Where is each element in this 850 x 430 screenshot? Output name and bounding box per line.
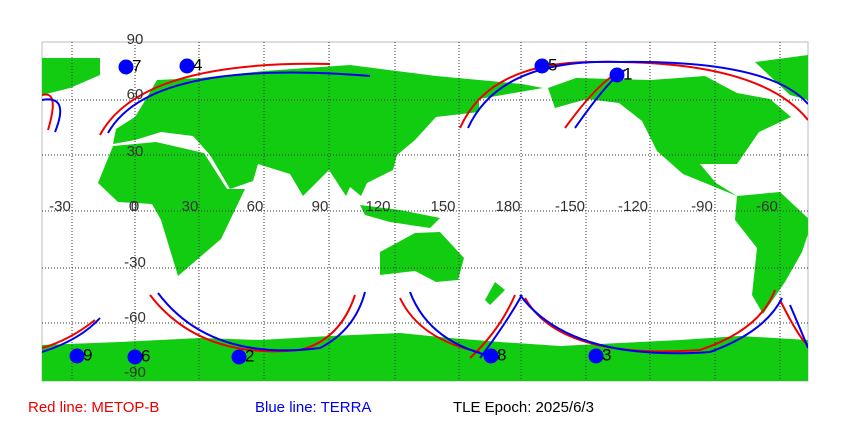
land <box>42 55 808 381</box>
lon-label: 150 <box>430 198 455 215</box>
markers: 1 2 3 4 5 6 7 8 9 <box>69 55 632 365</box>
satellite-marker <box>534 58 550 74</box>
lon-label: 30 <box>182 198 199 215</box>
marker-label: 2 <box>245 346 254 365</box>
marker-label: 1 <box>623 64 632 83</box>
marker-label: 7 <box>132 56 141 75</box>
lon-label: -30 <box>49 198 71 215</box>
legend-blue: Blue line: TERRA <box>255 399 371 416</box>
lon-label: 60 <box>247 198 264 215</box>
lon-label: 120 <box>365 198 390 215</box>
lon-label: 180 <box>495 198 520 215</box>
satellite-marker <box>588 348 604 364</box>
lat-label: -30 <box>124 254 146 271</box>
marker-label: 8 <box>497 345 506 364</box>
lat-label: 60 <box>127 86 144 103</box>
lon-label: -150 <box>555 198 585 215</box>
legend-red: Red line: METOP-B <box>28 399 159 416</box>
satellite-marker <box>179 58 195 74</box>
marker-label: 5 <box>548 55 557 74</box>
satellite-marker <box>483 348 499 364</box>
marker-label: 6 <box>141 346 150 365</box>
lat-label: -90 <box>124 364 146 381</box>
lat-label: -60 <box>124 309 146 326</box>
lat-label: 90 <box>127 31 144 48</box>
marker-label: 4 <box>193 55 202 74</box>
satellite-marker <box>118 59 134 75</box>
satellite-marker <box>609 67 625 83</box>
lon-label: -120 <box>618 198 648 215</box>
marker-label: 9 <box>83 345 92 364</box>
lat-label: 0 <box>131 198 139 215</box>
lon-label: 0 <box>129 198 137 215</box>
orbit-tracks <box>42 60 808 359</box>
lon-label: -60 <box>756 198 778 215</box>
lon-label: 90 <box>312 198 329 215</box>
lat-label: 30 <box>127 143 144 160</box>
lon-label: -90 <box>691 198 713 215</box>
marker-label: 3 <box>602 345 611 364</box>
graticule <box>42 42 808 381</box>
satellite-marker <box>127 349 143 365</box>
satellite-marker <box>231 349 247 365</box>
satellite-marker <box>69 348 85 364</box>
legend-epoch: TLE Epoch: 2025/6/3 <box>453 399 594 416</box>
